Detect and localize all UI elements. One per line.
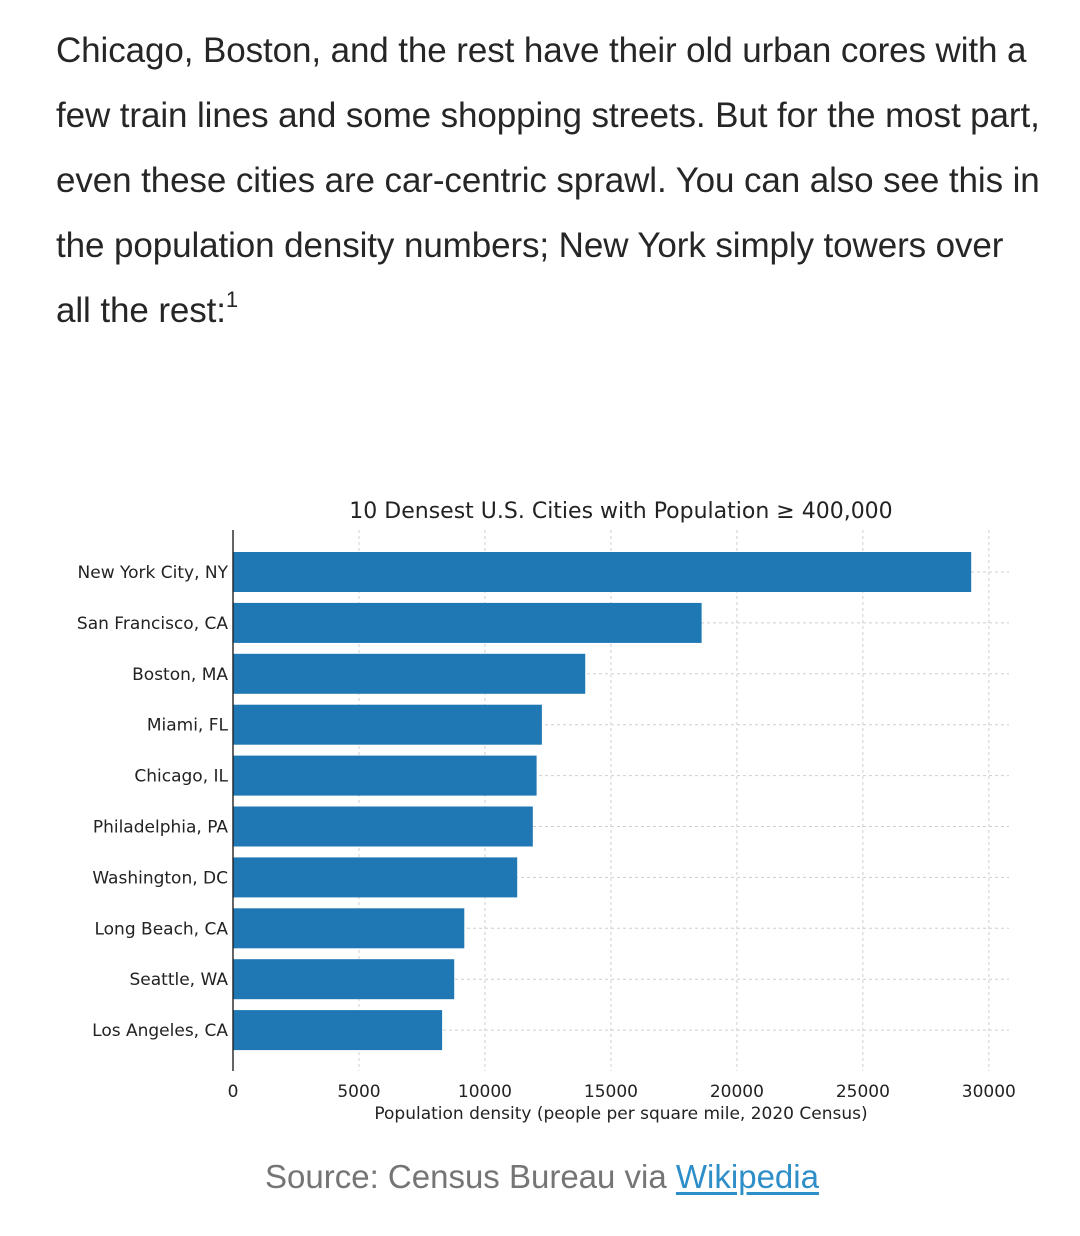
y-tick-label: Miami, FL (147, 716, 229, 736)
x-tick-label: 30000 (962, 1082, 1016, 1102)
bar-long-beach-ca (233, 908, 465, 949)
x-tick-label: 15000 (584, 1082, 638, 1102)
y-tick-label: Washington, DC (92, 868, 228, 888)
chart-labels: 0 5000 10000 15000 20000 25000 30000 New York C… (77, 563, 1016, 1102)
bar-chicago-il (233, 755, 537, 796)
bar-los-angeles-ca (233, 1010, 443, 1051)
article-paragraph: Chicago, Boston, and the rest have their… (56, 18, 1046, 343)
bar-philadelphia-pa (233, 806, 533, 847)
y-tick-label: San Francisco, CA (77, 614, 228, 634)
footnote-link[interactable]: 1 (225, 287, 239, 313)
density-bar-chart: 0 5000 10000 15000 20000 25000 30000 New York C… (77, 499, 1016, 1124)
bar-miami-fl (233, 704, 542, 745)
y-tick-label: Boston, MA (132, 665, 228, 685)
bar-new-york-city-ny (233, 552, 972, 592)
bar-san-francisco-ca (233, 602, 702, 643)
x-tick-label: 20000 (710, 1082, 764, 1102)
x-tick-label: 10000 (458, 1082, 512, 1102)
y-tick-label: New York City, NY (78, 563, 229, 583)
caption-text: Source: Census Bureau via (265, 1158, 676, 1195)
bar-seattle-wa (233, 959, 455, 1000)
y-tick-label: Philadelphia, PA (93, 818, 229, 838)
x-axis-label: Population density (people per square mi… (374, 1104, 867, 1124)
article-paragraph-text: Chicago, Boston, and the rest have their… (56, 31, 1040, 330)
x-tick-label: 0 (228, 1082, 239, 1102)
y-tick-label: Seattle, WA (130, 970, 229, 990)
y-tick-label: Los Angeles, CA (92, 1021, 228, 1041)
wikipedia-link[interactable]: Wikipedia (675, 1158, 819, 1195)
y-tick-label: Chicago, IL (134, 767, 228, 787)
chart-bars (233, 552, 972, 1051)
chart-title: 10 Densest U.S. Cities with Population ≥… (349, 499, 892, 524)
y-tick-label: Long Beach, CA (94, 919, 228, 939)
x-tick-label: 5000 (337, 1082, 380, 1102)
x-tick-label: 25000 (836, 1082, 890, 1102)
figure-caption: Source: Census Bureau via Wikipedia (0, 1158, 1080, 1196)
bar-boston-ma (233, 653, 586, 694)
bar-washington-dc (233, 857, 518, 898)
